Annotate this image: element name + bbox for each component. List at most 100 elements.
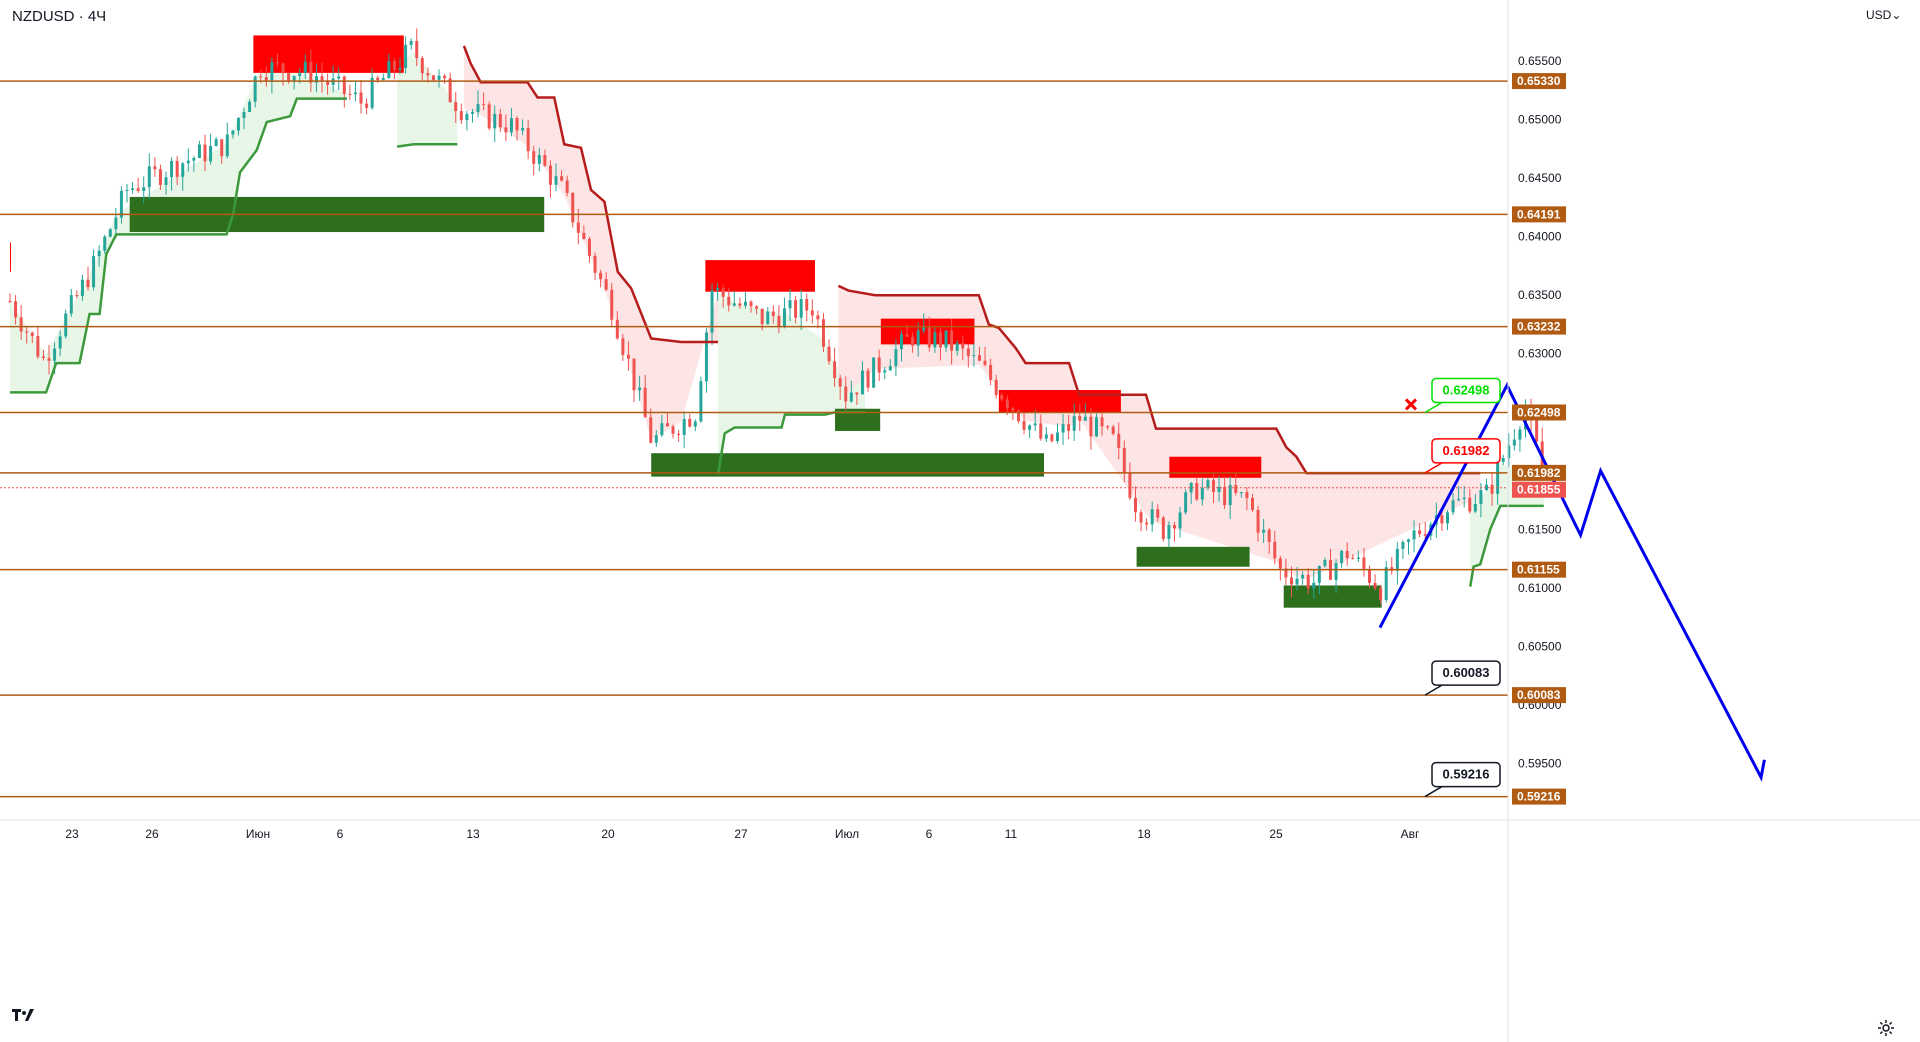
x-tick-label: 6 xyxy=(337,827,344,841)
candle-body xyxy=(53,348,57,361)
candle-body xyxy=(376,77,380,81)
candle-body xyxy=(1362,557,1366,570)
current-price-tag xyxy=(1512,481,1566,498)
candle-body xyxy=(86,279,90,288)
candle-body xyxy=(1457,498,1461,501)
candle-body xyxy=(1507,445,1511,458)
candle-body xyxy=(365,103,369,108)
candle-body xyxy=(587,238,591,256)
candle-body xyxy=(1278,558,1282,569)
candle-body xyxy=(231,130,235,135)
candle-body xyxy=(337,76,341,79)
demand-zone xyxy=(651,453,1044,477)
candle-body xyxy=(1172,525,1176,529)
candle-body xyxy=(1379,588,1383,600)
price-callout[interactable] xyxy=(1431,377,1501,404)
candle-body xyxy=(298,73,302,76)
candle-body xyxy=(704,332,708,382)
candle-body xyxy=(493,113,497,129)
projection-line[interactable] xyxy=(1378,382,1766,782)
level-price-tag xyxy=(1512,561,1566,578)
candle-body xyxy=(877,357,881,373)
candle-body xyxy=(1089,416,1093,437)
level-price-tag-label: 0.59216 xyxy=(1517,790,1561,804)
candle-body xyxy=(983,360,987,365)
candle-body xyxy=(738,303,742,306)
gear-icon[interactable] xyxy=(1876,1018,1896,1038)
candle-body xyxy=(599,272,603,280)
candle-body xyxy=(1340,550,1344,564)
y-tick-label: 0.61000 xyxy=(1518,581,1562,595)
candle-body xyxy=(58,336,62,349)
candle-body xyxy=(894,349,898,367)
candle-body xyxy=(1022,421,1026,430)
price-callout[interactable] xyxy=(1431,761,1501,788)
candle-body xyxy=(147,166,151,188)
y-tick-label: 0.63000 xyxy=(1518,347,1562,361)
candle-body xyxy=(576,222,580,233)
candle-body xyxy=(615,319,619,339)
y-tick-label: 0.61500 xyxy=(1518,522,1562,536)
candle-body xyxy=(1512,439,1516,446)
candle-body xyxy=(1239,492,1243,494)
candle-body xyxy=(287,73,291,82)
candle-body xyxy=(136,188,140,191)
candle-body xyxy=(844,386,848,402)
candle-body xyxy=(1312,582,1316,589)
candle-body xyxy=(554,176,558,185)
candle-body xyxy=(142,187,146,191)
candle-body xyxy=(164,177,168,185)
candle-body xyxy=(1133,497,1137,513)
candle-body xyxy=(170,160,174,178)
candle-body xyxy=(1211,480,1215,492)
horizontal-levels xyxy=(0,80,1508,798)
level-price-tag-label: 0.61155 xyxy=(1517,563,1560,577)
candle-body xyxy=(643,387,647,418)
candle-body xyxy=(905,334,909,337)
candle-body xyxy=(348,93,352,95)
candle-body xyxy=(716,288,720,291)
candle-body xyxy=(1184,492,1188,513)
candle-body xyxy=(270,62,274,81)
price-callout-label: 0.62498 xyxy=(1443,382,1490,397)
y-tick-label: 0.60500 xyxy=(1518,639,1562,653)
cross-icon xyxy=(1404,398,1418,411)
price-callout[interactable] xyxy=(1431,660,1501,686)
supply-zone xyxy=(10,242,12,272)
candle-body xyxy=(916,330,920,346)
candle-body xyxy=(392,61,396,70)
x-tick-label: 6 xyxy=(926,827,933,841)
candle-body xyxy=(131,188,135,191)
current-price-tag-label: 0.61855 xyxy=(1517,483,1561,497)
candle-body xyxy=(1406,539,1410,542)
currency-button[interactable]: USD⌄ xyxy=(1866,8,1901,22)
candle-body xyxy=(1016,410,1020,422)
candle-body xyxy=(281,63,285,74)
candle-body xyxy=(1418,530,1422,535)
candle-body xyxy=(1301,574,1305,579)
candle-body xyxy=(314,76,318,83)
candle-body xyxy=(1100,417,1104,427)
candle-body xyxy=(1200,487,1204,500)
candle-body xyxy=(259,76,263,78)
price-callout[interactable] xyxy=(1431,438,1501,464)
candle-body xyxy=(766,311,770,325)
candle-body xyxy=(1028,425,1032,430)
candle-body xyxy=(80,279,84,296)
candle-body xyxy=(498,113,502,128)
candle-body xyxy=(989,364,993,380)
candle-body xyxy=(431,75,435,80)
candle-body xyxy=(665,423,669,427)
x-tick-label: 26 xyxy=(145,827,159,841)
candle-body xyxy=(1206,480,1210,488)
candle-body xyxy=(977,355,981,361)
candle-body xyxy=(25,331,29,333)
candle-body xyxy=(760,308,764,325)
candle-body xyxy=(938,332,942,348)
tradingview-logo-icon[interactable] xyxy=(10,1005,40,1025)
candle-body xyxy=(1401,541,1405,549)
candle-body xyxy=(225,134,229,157)
candle-body xyxy=(1044,434,1048,439)
candle-body xyxy=(108,229,112,237)
